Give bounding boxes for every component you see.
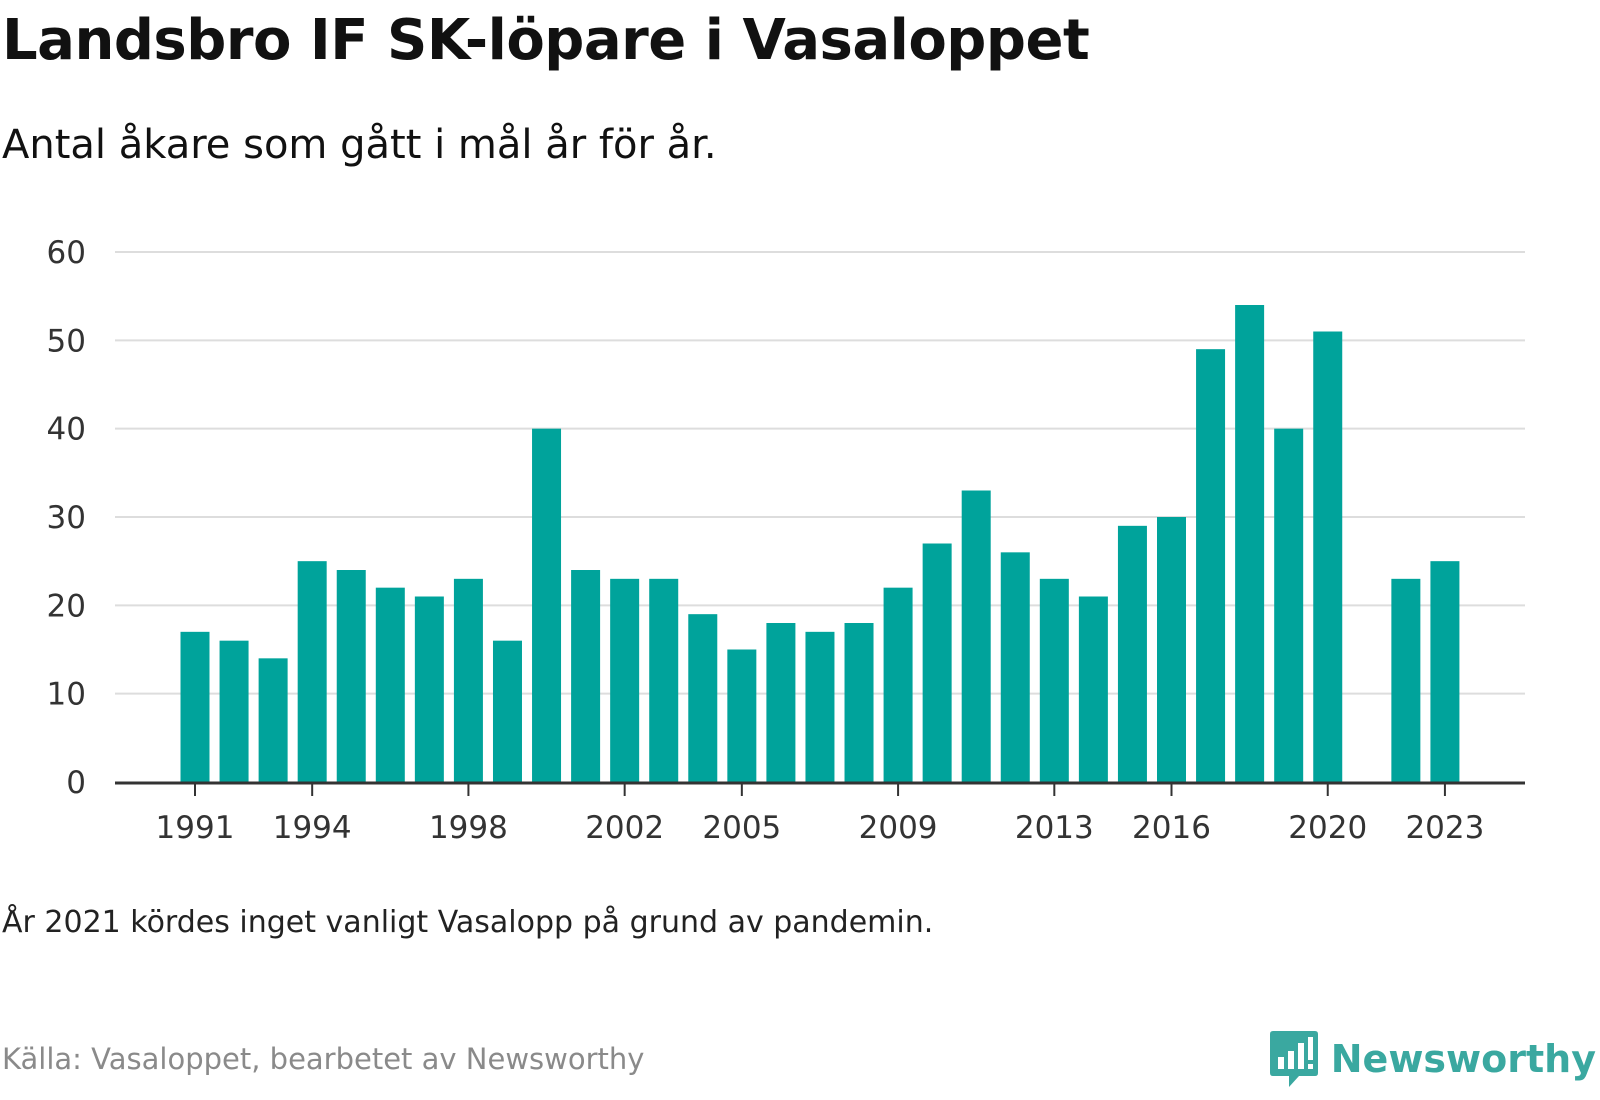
bar: [1313, 331, 1343, 782]
x-tick-label: 2023: [1405, 810, 1484, 846]
x-tick-label: 2013: [1015, 810, 1094, 846]
y-tick-label: 60: [47, 235, 86, 271]
footnote: År 2021 kördes inget vanligt Vasalopp på…: [2, 905, 934, 940]
logo-wordmark: Newsworthy: [1330, 1037, 1596, 1081]
bar: [1274, 428, 1304, 782]
bar: [1000, 552, 1030, 782]
y-tick-label: 30: [47, 500, 86, 536]
bar: [805, 631, 835, 782]
bar: [219, 640, 249, 782]
chart-title: Landsbro IF SK-löpare i Vasaloppet: [2, 8, 1090, 73]
x-tick-label: 1991: [156, 810, 235, 846]
bar: [649, 578, 679, 782]
chart-subtitle: Antal åkare som gått i mål år för år.: [2, 122, 717, 168]
bar: [180, 631, 210, 782]
chart-area: 0 10 20 30 40 50 60 1991 1994 1998 2002 2005 2009 20…: [0, 220, 1600, 860]
source-credit: Källa: Vasaloppet, bearbetet av Newswort…: [2, 1042, 645, 1076]
x-tick-label: 2002: [585, 810, 664, 846]
bar: [1117, 525, 1147, 782]
x-tick-label: 2009: [859, 810, 938, 846]
y-tick-label: 50: [47, 323, 86, 359]
bar: [727, 649, 757, 782]
bar: [844, 623, 874, 782]
x-tick-label: 2020: [1288, 810, 1367, 846]
bar: [1157, 517, 1186, 782]
bar: [532, 428, 562, 782]
bar: [258, 658, 288, 782]
bar: [610, 578, 640, 782]
bar: [336, 570, 366, 782]
x-tick-label: 2016: [1132, 810, 1211, 846]
bar: [571, 570, 601, 782]
x-tick-label: 1998: [429, 810, 508, 846]
x-axis-ticks: 1991 1994 1998 2002 2005 2009 2013 2016 2020 2023: [156, 784, 1484, 846]
bar: [375, 587, 405, 782]
y-tick-label: 40: [47, 412, 86, 448]
bar: [1196, 349, 1226, 782]
bar: [414, 596, 444, 782]
y-tick-label: 20: [47, 588, 86, 624]
y-tick-label: 0: [66, 765, 86, 801]
bar: [1078, 596, 1108, 782]
y-tick-label: 10: [47, 677, 86, 713]
x-tick-label: 2005: [702, 810, 781, 846]
bars: [180, 305, 1460, 782]
bar: [883, 587, 913, 782]
bar: [1039, 578, 1069, 782]
bar: [766, 623, 796, 782]
bar: [922, 543, 952, 782]
bar: [961, 490, 991, 782]
newsworthy-logo: Newsworthy: [1269, 1028, 1596, 1090]
newsworthy-logo-icon: [1269, 1031, 1318, 1087]
bar: [688, 614, 718, 782]
bar: [297, 561, 327, 782]
bar: [492, 640, 522, 782]
bar: [1235, 305, 1265, 782]
bar: [1430, 561, 1460, 782]
bar-chart: 0 10 20 30 40 50 60 1991 1994 1998 2002 2005 2009 20…: [47, 235, 1525, 846]
x-tick-label: 1994: [273, 810, 352, 846]
y-axis-ticks: 0 10 20 30 40 50 60: [47, 235, 86, 801]
bar: [453, 578, 483, 782]
bar: [1391, 578, 1421, 782]
